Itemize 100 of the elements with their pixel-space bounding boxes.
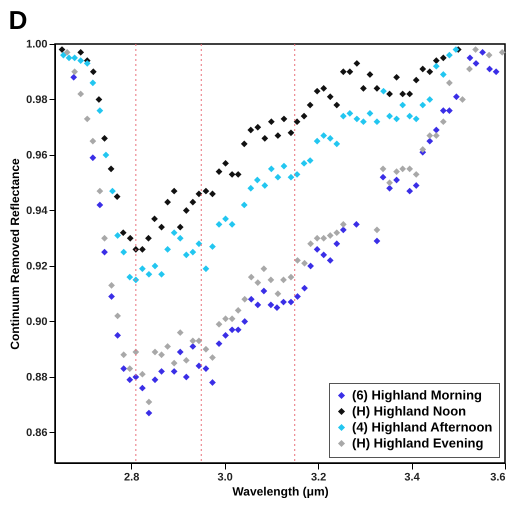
point xyxy=(70,74,78,81)
point xyxy=(254,124,262,131)
point xyxy=(261,134,268,142)
point xyxy=(114,193,121,200)
x-tick-label: 2.8 xyxy=(124,472,140,484)
point xyxy=(58,46,66,53)
point xyxy=(353,221,360,228)
point xyxy=(294,118,300,126)
point xyxy=(306,102,314,108)
x-tick-label: 3.0 xyxy=(217,472,233,484)
point xyxy=(120,365,128,372)
point xyxy=(426,138,434,144)
point xyxy=(182,374,190,380)
point xyxy=(101,134,108,142)
point xyxy=(360,85,367,92)
point xyxy=(228,326,236,334)
point xyxy=(307,262,314,270)
point xyxy=(132,246,140,253)
y-tick-label: 0.96 xyxy=(26,149,48,162)
point xyxy=(472,60,480,67)
point xyxy=(288,298,294,306)
y-tick-label: 0.88 xyxy=(26,371,48,384)
point xyxy=(158,368,165,375)
point xyxy=(216,168,222,175)
point xyxy=(300,112,308,120)
point xyxy=(209,379,216,386)
point xyxy=(380,174,386,181)
point xyxy=(101,248,108,256)
point xyxy=(260,288,268,294)
point xyxy=(228,171,236,178)
point xyxy=(268,301,274,308)
y-tick-label: 0.98 xyxy=(26,94,48,106)
point xyxy=(96,202,104,208)
point xyxy=(346,68,354,76)
point xyxy=(146,410,152,416)
point xyxy=(248,296,255,303)
point xyxy=(333,102,340,108)
point xyxy=(406,188,414,194)
point xyxy=(280,116,288,122)
point xyxy=(301,284,308,292)
point xyxy=(114,332,121,339)
point xyxy=(366,71,374,78)
point xyxy=(314,88,321,95)
point xyxy=(222,160,229,167)
point xyxy=(320,85,328,92)
point xyxy=(170,188,178,194)
point xyxy=(176,224,184,230)
point xyxy=(189,343,196,350)
point xyxy=(479,48,486,56)
x-tick-label: 3.6 xyxy=(490,472,506,484)
point xyxy=(386,184,393,192)
legend-label: (H) Highland Noon xyxy=(352,404,466,418)
point xyxy=(466,54,474,62)
point xyxy=(374,238,380,244)
point xyxy=(108,293,115,300)
chart-title: D xyxy=(8,5,28,35)
point xyxy=(274,304,280,311)
point xyxy=(240,140,248,148)
point xyxy=(288,129,294,136)
point xyxy=(189,198,196,206)
point xyxy=(158,224,165,230)
point xyxy=(145,234,152,242)
point xyxy=(440,107,447,114)
point xyxy=(196,362,202,370)
point xyxy=(182,207,190,214)
point xyxy=(139,246,146,253)
point xyxy=(90,68,97,76)
point xyxy=(326,93,334,100)
point xyxy=(406,90,414,98)
point xyxy=(440,54,447,62)
point xyxy=(234,326,242,334)
y-tick-label: 1.00 xyxy=(26,38,48,50)
point xyxy=(419,66,426,72)
point xyxy=(152,376,158,384)
point xyxy=(432,126,440,134)
point xyxy=(234,171,242,178)
point xyxy=(274,132,282,139)
point xyxy=(340,68,347,76)
x-tick-label: 3.2 xyxy=(310,472,326,484)
point xyxy=(216,340,222,348)
point xyxy=(294,293,301,300)
point xyxy=(333,240,340,248)
point xyxy=(126,234,134,242)
x-tick-label: 3.4 xyxy=(404,472,421,484)
point xyxy=(314,246,321,253)
point xyxy=(247,126,254,134)
point xyxy=(108,166,114,172)
point xyxy=(326,257,334,264)
point xyxy=(320,252,328,258)
point xyxy=(164,198,171,206)
point xyxy=(340,226,347,234)
y-tick-label: 0.92 xyxy=(26,260,48,272)
point xyxy=(139,384,146,392)
point xyxy=(412,76,420,84)
point xyxy=(89,154,96,162)
point xyxy=(374,85,380,92)
legend-label: (4) Highland Afternoon xyxy=(352,420,492,434)
point xyxy=(492,68,500,76)
point xyxy=(432,57,440,64)
point xyxy=(241,318,248,325)
